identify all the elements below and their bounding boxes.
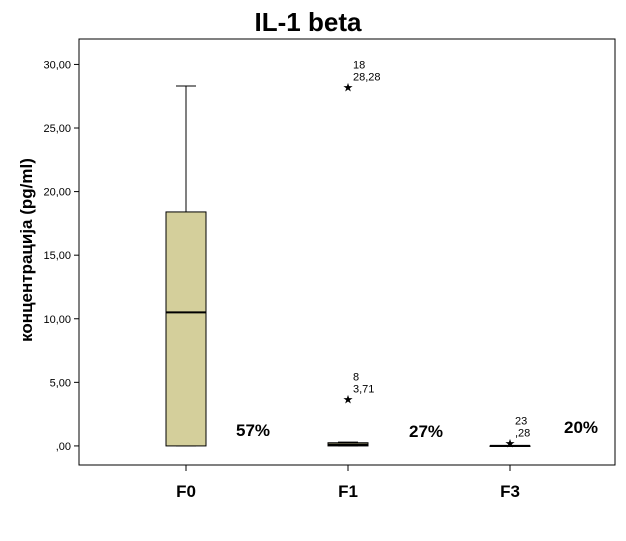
percent-label-f3: 20% (564, 418, 598, 437)
percent-label-f1: 27% (409, 422, 443, 441)
outlier-star: ★ (343, 393, 354, 407)
percent-labels: 57% 27% 20% (236, 418, 598, 441)
y-tick-label: 30,00 (43, 59, 71, 71)
x-tick-label: F0 (176, 482, 196, 501)
x-axis-ticks: F0 F1 F3 (176, 465, 520, 501)
y-axis-label: концентрација (pg/ml) (17, 158, 36, 342)
chart-title: IL-1 beta (255, 7, 362, 37)
iqr-box (165, 211, 207, 447)
outlier-id-label: 8 (353, 372, 359, 384)
y-tick-label: 25,00 (43, 123, 71, 135)
box-f1 (327, 441, 369, 447)
x-tick-label: F3 (500, 482, 520, 501)
y-axis-ticks: ,00 5,00 10,00 15,00 20,00 25,00 30,00 (43, 59, 79, 453)
outlier-value-label: ,28 (515, 427, 530, 439)
y-tick-label: 15,00 (43, 250, 71, 262)
y-tick-label: ,00 (56, 441, 71, 453)
x-tick-label: F1 (338, 482, 358, 501)
y-tick-label: 5,00 (50, 377, 71, 389)
percent-label-f0: 57% (236, 421, 270, 440)
outlier-value-label: 3,71 (353, 384, 374, 396)
y-tick-label: 20,00 (43, 187, 71, 199)
plot-frame (78, 38, 616, 466)
outlier-star: ★ (343, 80, 354, 94)
outlier-point: ★ 83,71 (343, 372, 375, 407)
boxes-group (165, 85, 531, 447)
box-f3 (489, 444, 531, 447)
outlier-id-label: 18 (353, 59, 365, 71)
box-f0 (165, 85, 207, 447)
outlier-star: ★ (505, 436, 516, 450)
outlier-value-label: 28,28 (353, 71, 381, 83)
y-tick-label: 10,00 (43, 314, 71, 326)
outlier-id-label: 23 (515, 415, 527, 427)
outlier-point: ★ 23,28 (505, 415, 531, 450)
